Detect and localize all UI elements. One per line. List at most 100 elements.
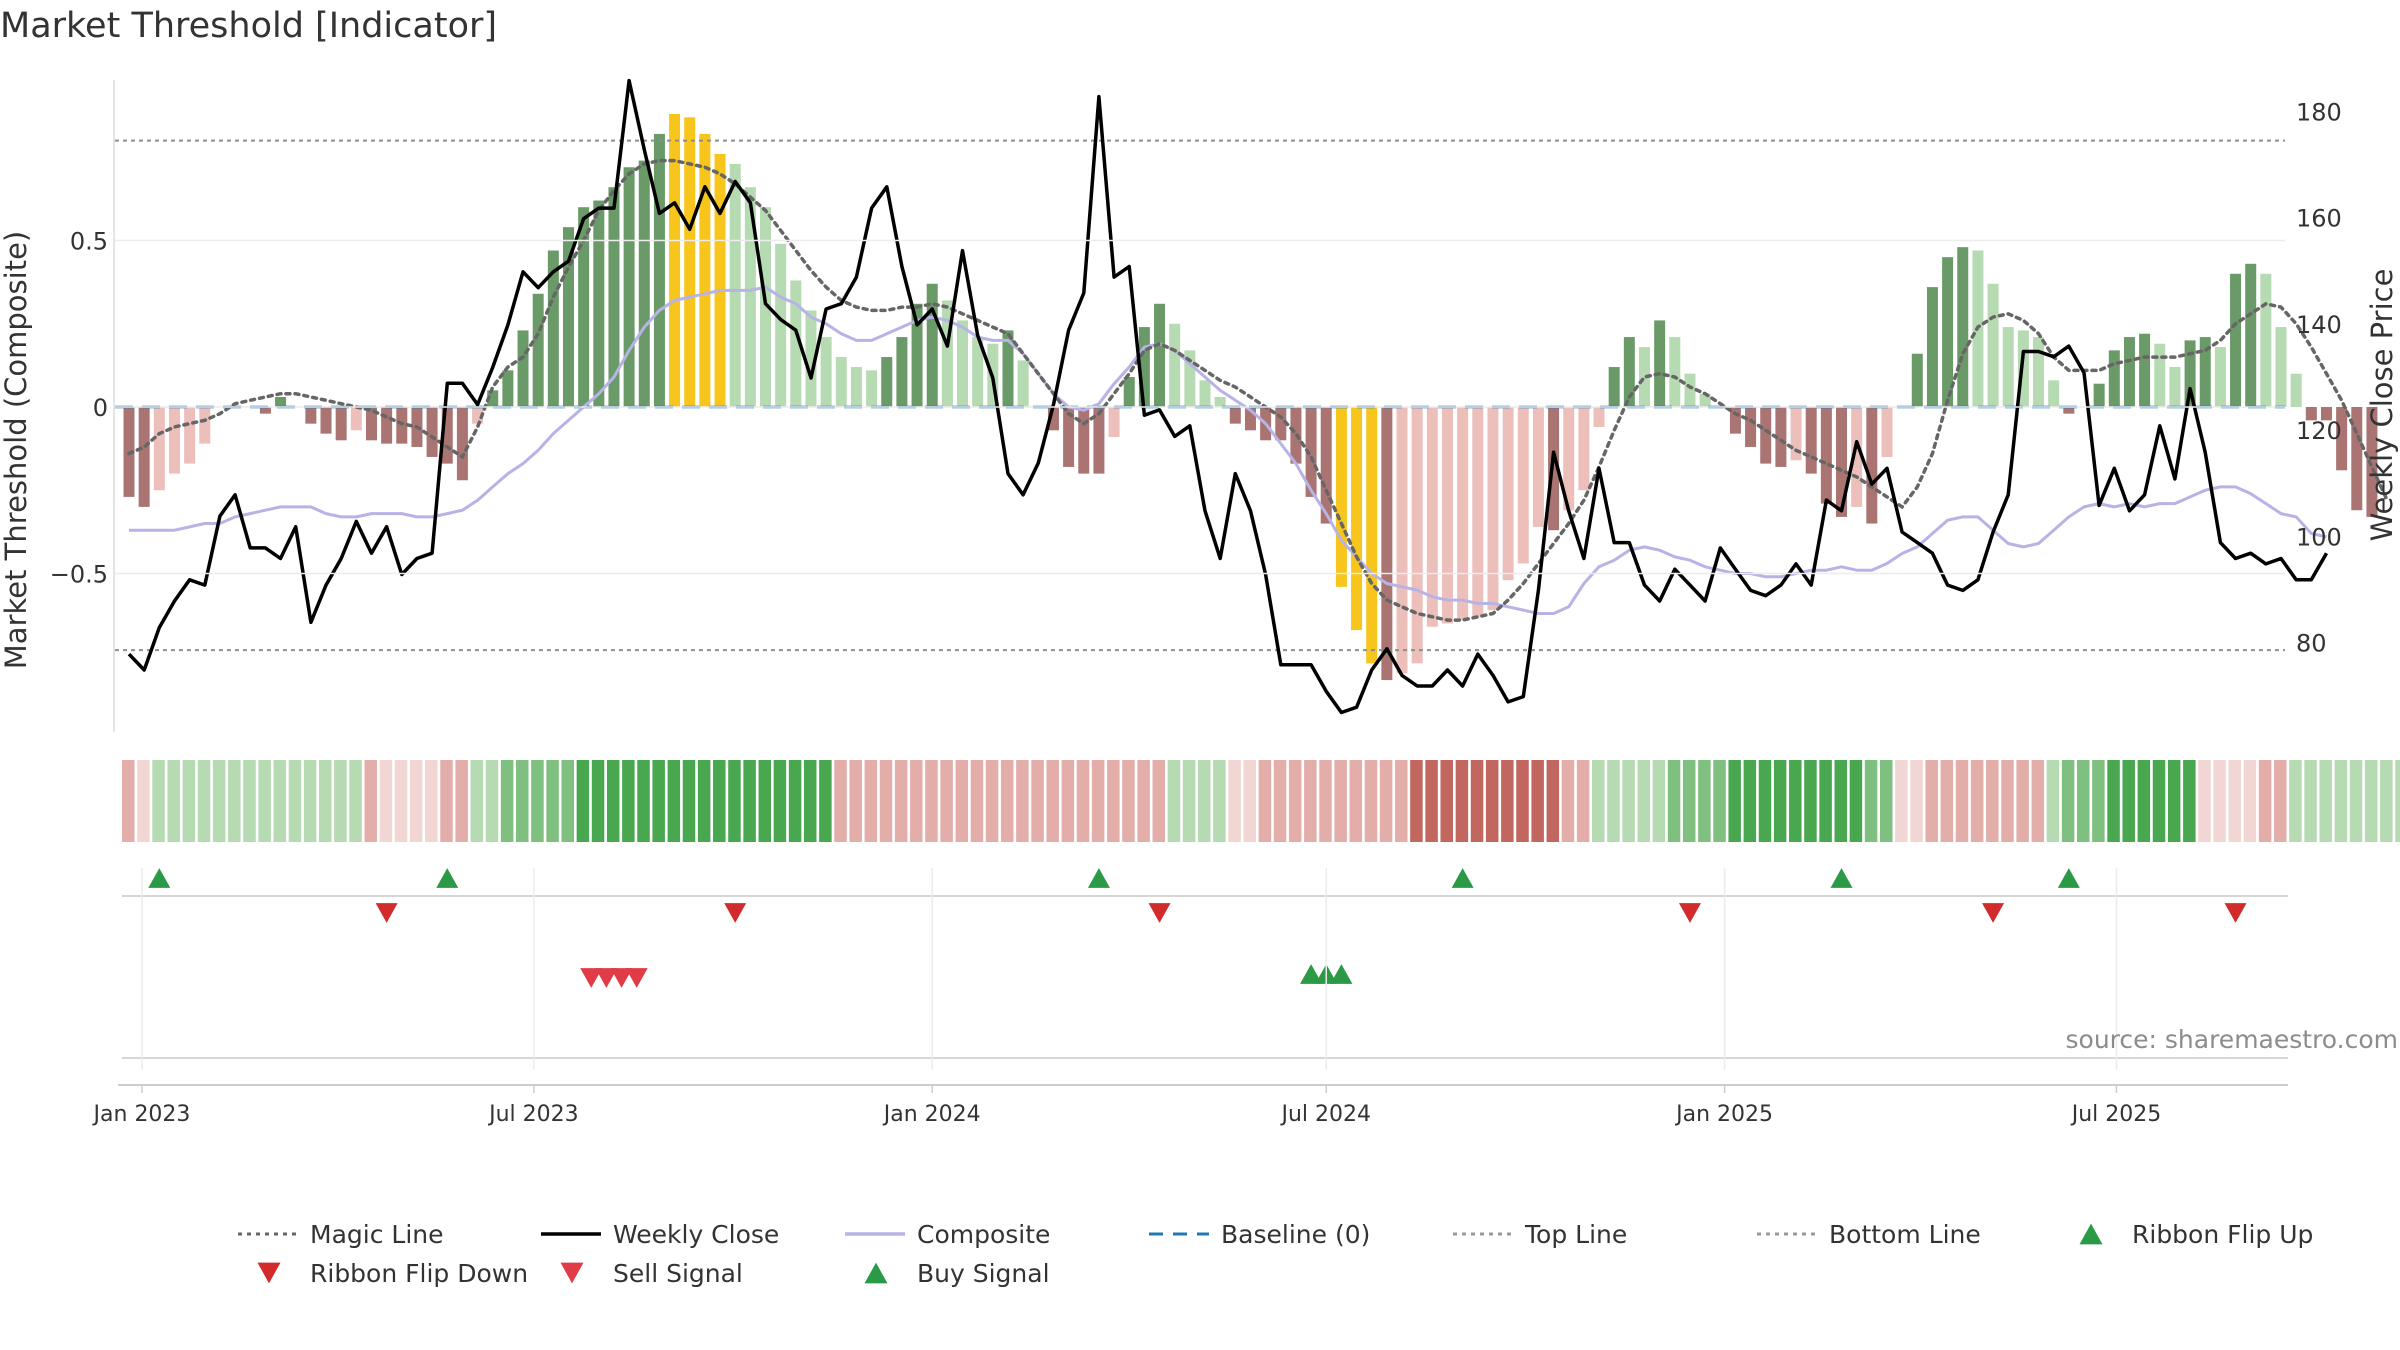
composite-bar [1351, 407, 1363, 631]
ribbon-segment [652, 760, 665, 842]
ribbon-flip-down-marker [2224, 903, 2247, 923]
ribbon-segment [591, 760, 605, 842]
ribbon-flip-down-marker [375, 903, 398, 923]
ribbon-segment [1213, 760, 1226, 842]
ribbon-segment [182, 760, 196, 842]
legend-buy-signal-swatch [864, 1262, 888, 1284]
composite-bar [2351, 407, 2363, 511]
composite-bar [972, 337, 984, 407]
ribbon-segment [925, 760, 938, 842]
composite-bar [1138, 327, 1150, 407]
ribbon-segment [1319, 760, 1332, 842]
ribbon-segment [1395, 760, 1408, 842]
composite-bar [729, 163, 741, 407]
composite-bar [2169, 367, 2181, 407]
ribbon-segment [1940, 760, 1954, 842]
composite-bar [2275, 327, 2287, 407]
ribbon-segment [758, 760, 772, 842]
ribbon-segment [894, 760, 908, 842]
ribbon-segment [243, 760, 256, 842]
ribbon-segment [258, 760, 271, 842]
ribbon-segment [2228, 760, 2242, 842]
ribbon-segment [1819, 760, 1832, 842]
composite-bar [2154, 343, 2166, 407]
composite-bar [517, 330, 529, 407]
ribbon-segment [2243, 760, 2257, 842]
composite-bar [850, 367, 862, 407]
ribbon-segment [713, 760, 726, 842]
ribbon-segment [2258, 760, 2272, 842]
ribbon-flip-down-marker [1678, 903, 1701, 923]
legend-buy-signal-label: Buy Signal [917, 1259, 1050, 1288]
chart-title: Market Threshold [Indicator] [0, 6, 497, 46]
composite-bar [1654, 320, 1666, 407]
composite-bar [1078, 407, 1090, 474]
composite-bar [1229, 407, 1241, 424]
composite-bar [1699, 393, 1711, 407]
composite-bar [2230, 273, 2242, 407]
ribbon-segment [197, 760, 211, 842]
composite-bar [487, 390, 499, 407]
composite-bar [532, 293, 544, 407]
ribbon-segment [1076, 760, 1090, 842]
legend-ribbon-flip-up-swatch [2079, 1223, 2103, 1245]
composite-bar [153, 407, 165, 491]
composite-bar [1502, 407, 1514, 581]
composite-bar [472, 407, 484, 424]
ribbon-segment [485, 760, 499, 842]
ribbon-segment [273, 760, 287, 842]
ribbon-segment [1698, 760, 1711, 842]
ribbon-segment [349, 760, 362, 842]
ribbon-flip-down-marker [1982, 903, 2005, 923]
composite-bar [1669, 337, 1681, 407]
ribbon-segment [212, 760, 226, 842]
ribbon-segment [2016, 760, 2029, 842]
legend-sell-signal: Sell Signal [560, 1259, 743, 1288]
right-axis-label: Weekly Close Price [2365, 269, 2399, 542]
composite-bar [2320, 407, 2332, 421]
ribbon-segment [1728, 760, 1741, 842]
legend-baseline-0: Baseline (0) [1149, 1220, 1370, 1249]
x-tick-label: Jul 2025 [2070, 1102, 2162, 1127]
ribbon-segment [1592, 760, 1605, 842]
ribbon-segment [2349, 760, 2363, 842]
legend-weekly-close-label: Weekly Close [613, 1220, 779, 1249]
composite-bar [2048, 380, 2060, 407]
ribbon-segment [955, 760, 969, 842]
composite-bar [1639, 347, 1650, 407]
composite-bar [1184, 350, 1196, 407]
ribbon-segment [576, 760, 590, 842]
composite-bar [381, 407, 393, 444]
composite-bar [1790, 407, 1802, 461]
ribbon-segment [1531, 760, 1544, 842]
composite-bar [441, 407, 453, 464]
ribbon-flip-up-marker [436, 868, 459, 888]
composite-bar [1563, 407, 1575, 511]
composite-bar [547, 250, 559, 407]
composite-bar [1366, 407, 1378, 664]
composite-bar [1532, 407, 1544, 527]
ribbon-segment [1516, 760, 1529, 842]
ribbon-segment [834, 760, 847, 842]
composite-bar [2017, 330, 2029, 407]
ribbon-segment [2152, 760, 2166, 842]
left-axis-label: Market Threshold (Composite) [0, 231, 33, 669]
composite-bar [1472, 407, 1484, 617]
ribbon-segment [228, 760, 241, 842]
ribbon-segment [1561, 760, 1575, 842]
ribbon-segment [137, 760, 150, 842]
composite-bar [1093, 407, 1105, 474]
ribbon-segment [531, 760, 544, 842]
composite-bar [1745, 407, 1757, 447]
ribbon-segment [1789, 760, 1802, 842]
left-tick-label: −0.5 [50, 561, 108, 589]
ribbon-segment [1152, 760, 1166, 842]
composite-bar [1411, 407, 1423, 664]
composite-bar [1729, 407, 1741, 434]
ribbon-segment [1364, 760, 1378, 842]
ribbon-flip-up-marker [1451, 868, 1474, 888]
ribbon-segment [1637, 760, 1650, 842]
composite-bar [562, 227, 574, 407]
ribbon-segment [2304, 760, 2317, 842]
composite-bar [1426, 407, 1438, 627]
